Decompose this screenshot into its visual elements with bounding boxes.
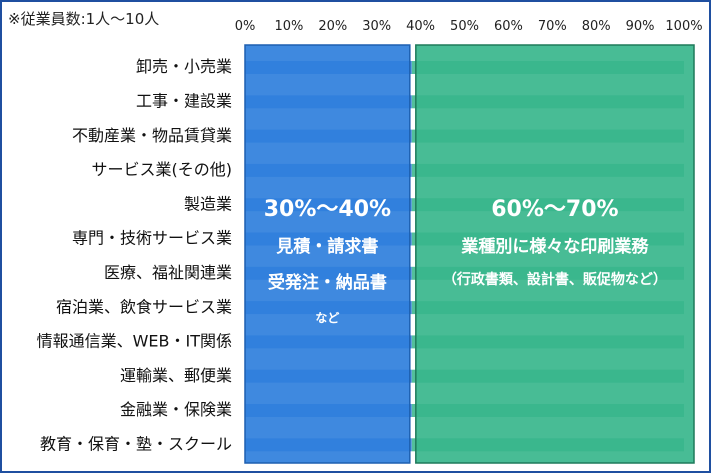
category-label: サービス業(その他) — [92, 160, 233, 179]
category-label: 宿泊業、飲食サービス業 — [56, 297, 232, 316]
x-tick-label: 50% — [450, 19, 479, 34]
x-tick-label: 10% — [274, 19, 303, 34]
category-label: 金融業・保険業 — [120, 400, 232, 419]
annotation-line: 受発注・納品書 — [268, 272, 387, 293]
x-tick-label: 80% — [582, 19, 611, 34]
x-tick-label: 70% — [538, 19, 567, 34]
x-tick-label: 40% — [406, 19, 435, 34]
annotation-line: 見積・請求書 — [275, 236, 378, 257]
category-label: 専門・技術サービス業 — [72, 229, 232, 248]
category-label: 医療、福祉関連業 — [104, 263, 232, 282]
annotation-heading: 60%～70% — [491, 197, 618, 222]
annotation-box — [415, 44, 695, 464]
annotation-note: （行政書類、設計書、販促物など） — [443, 271, 667, 288]
annotation-box — [244, 44, 411, 464]
annotation-note: など — [315, 311, 339, 325]
annotation-line: 業種別に様々な印刷業務 — [461, 236, 649, 257]
category-label: 情報通信業、WEB・IT関係 — [37, 332, 232, 351]
category-label: 不動産業・物品賃貸業 — [72, 126, 232, 145]
category-label: 工事・建設業 — [136, 91, 232, 110]
x-tick-label: 60% — [494, 19, 523, 34]
annotation-heading: 30%～40% — [264, 197, 391, 222]
x-tick-label: 30% — [362, 19, 391, 34]
x-tick-label: 100% — [665, 19, 702, 34]
category-label: 教育・保育・塾・スクール — [40, 434, 232, 453]
category-label: 卸売・小売業 — [136, 57, 232, 76]
employee-count-note: ※従業員数:1人～10人 — [8, 10, 160, 28]
x-tick-label: 20% — [318, 19, 347, 34]
category-label: 運輸業、郵便業 — [120, 366, 232, 385]
category-label: 製造業 — [184, 194, 232, 213]
x-tick-label: 90% — [626, 19, 655, 34]
x-tick-label: 0% — [235, 19, 256, 34]
